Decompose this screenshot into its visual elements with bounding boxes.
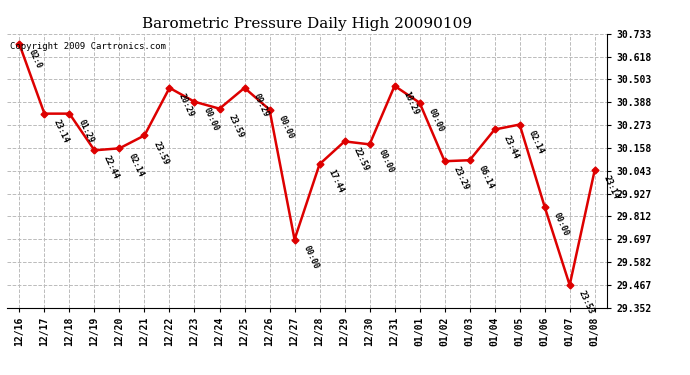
- Text: 23:53: 23:53: [577, 289, 595, 316]
- Text: 23:44: 23:44: [502, 134, 520, 160]
- Text: 00:00: 00:00: [426, 107, 445, 134]
- Text: 23:14: 23:14: [602, 174, 620, 201]
- Text: Copyright 2009 Cartronics.com: Copyright 2009 Cartronics.com: [10, 42, 166, 51]
- Text: 06:14: 06:14: [477, 164, 495, 191]
- Text: 20:29: 20:29: [177, 92, 195, 118]
- Text: 00:00: 00:00: [201, 106, 220, 132]
- Title: Barometric Pressure Daily High 20090109: Barometric Pressure Daily High 20090109: [142, 17, 472, 31]
- Text: 00:00: 00:00: [277, 114, 295, 140]
- Text: 02:0: 02:0: [26, 48, 43, 70]
- Text: 23:59: 23:59: [151, 140, 170, 166]
- Text: 23:59: 23:59: [226, 113, 245, 139]
- Text: 23:29: 23:29: [451, 165, 471, 192]
- Text: 00:00: 00:00: [551, 211, 571, 237]
- Text: 22:59: 22:59: [351, 146, 371, 172]
- Text: 00:00: 00:00: [302, 244, 320, 270]
- Text: 01:29: 01:29: [77, 118, 95, 144]
- Text: 02:14: 02:14: [126, 153, 145, 179]
- Text: 00:00: 00:00: [377, 148, 395, 175]
- Text: 23:14: 23:14: [51, 118, 70, 144]
- Text: 02:14: 02:14: [526, 129, 545, 155]
- Text: 17:44: 17:44: [326, 168, 345, 195]
- Text: 10:29: 10:29: [402, 90, 420, 117]
- Text: 09:29: 09:29: [251, 92, 270, 118]
- Text: 22:44: 22:44: [101, 154, 120, 181]
